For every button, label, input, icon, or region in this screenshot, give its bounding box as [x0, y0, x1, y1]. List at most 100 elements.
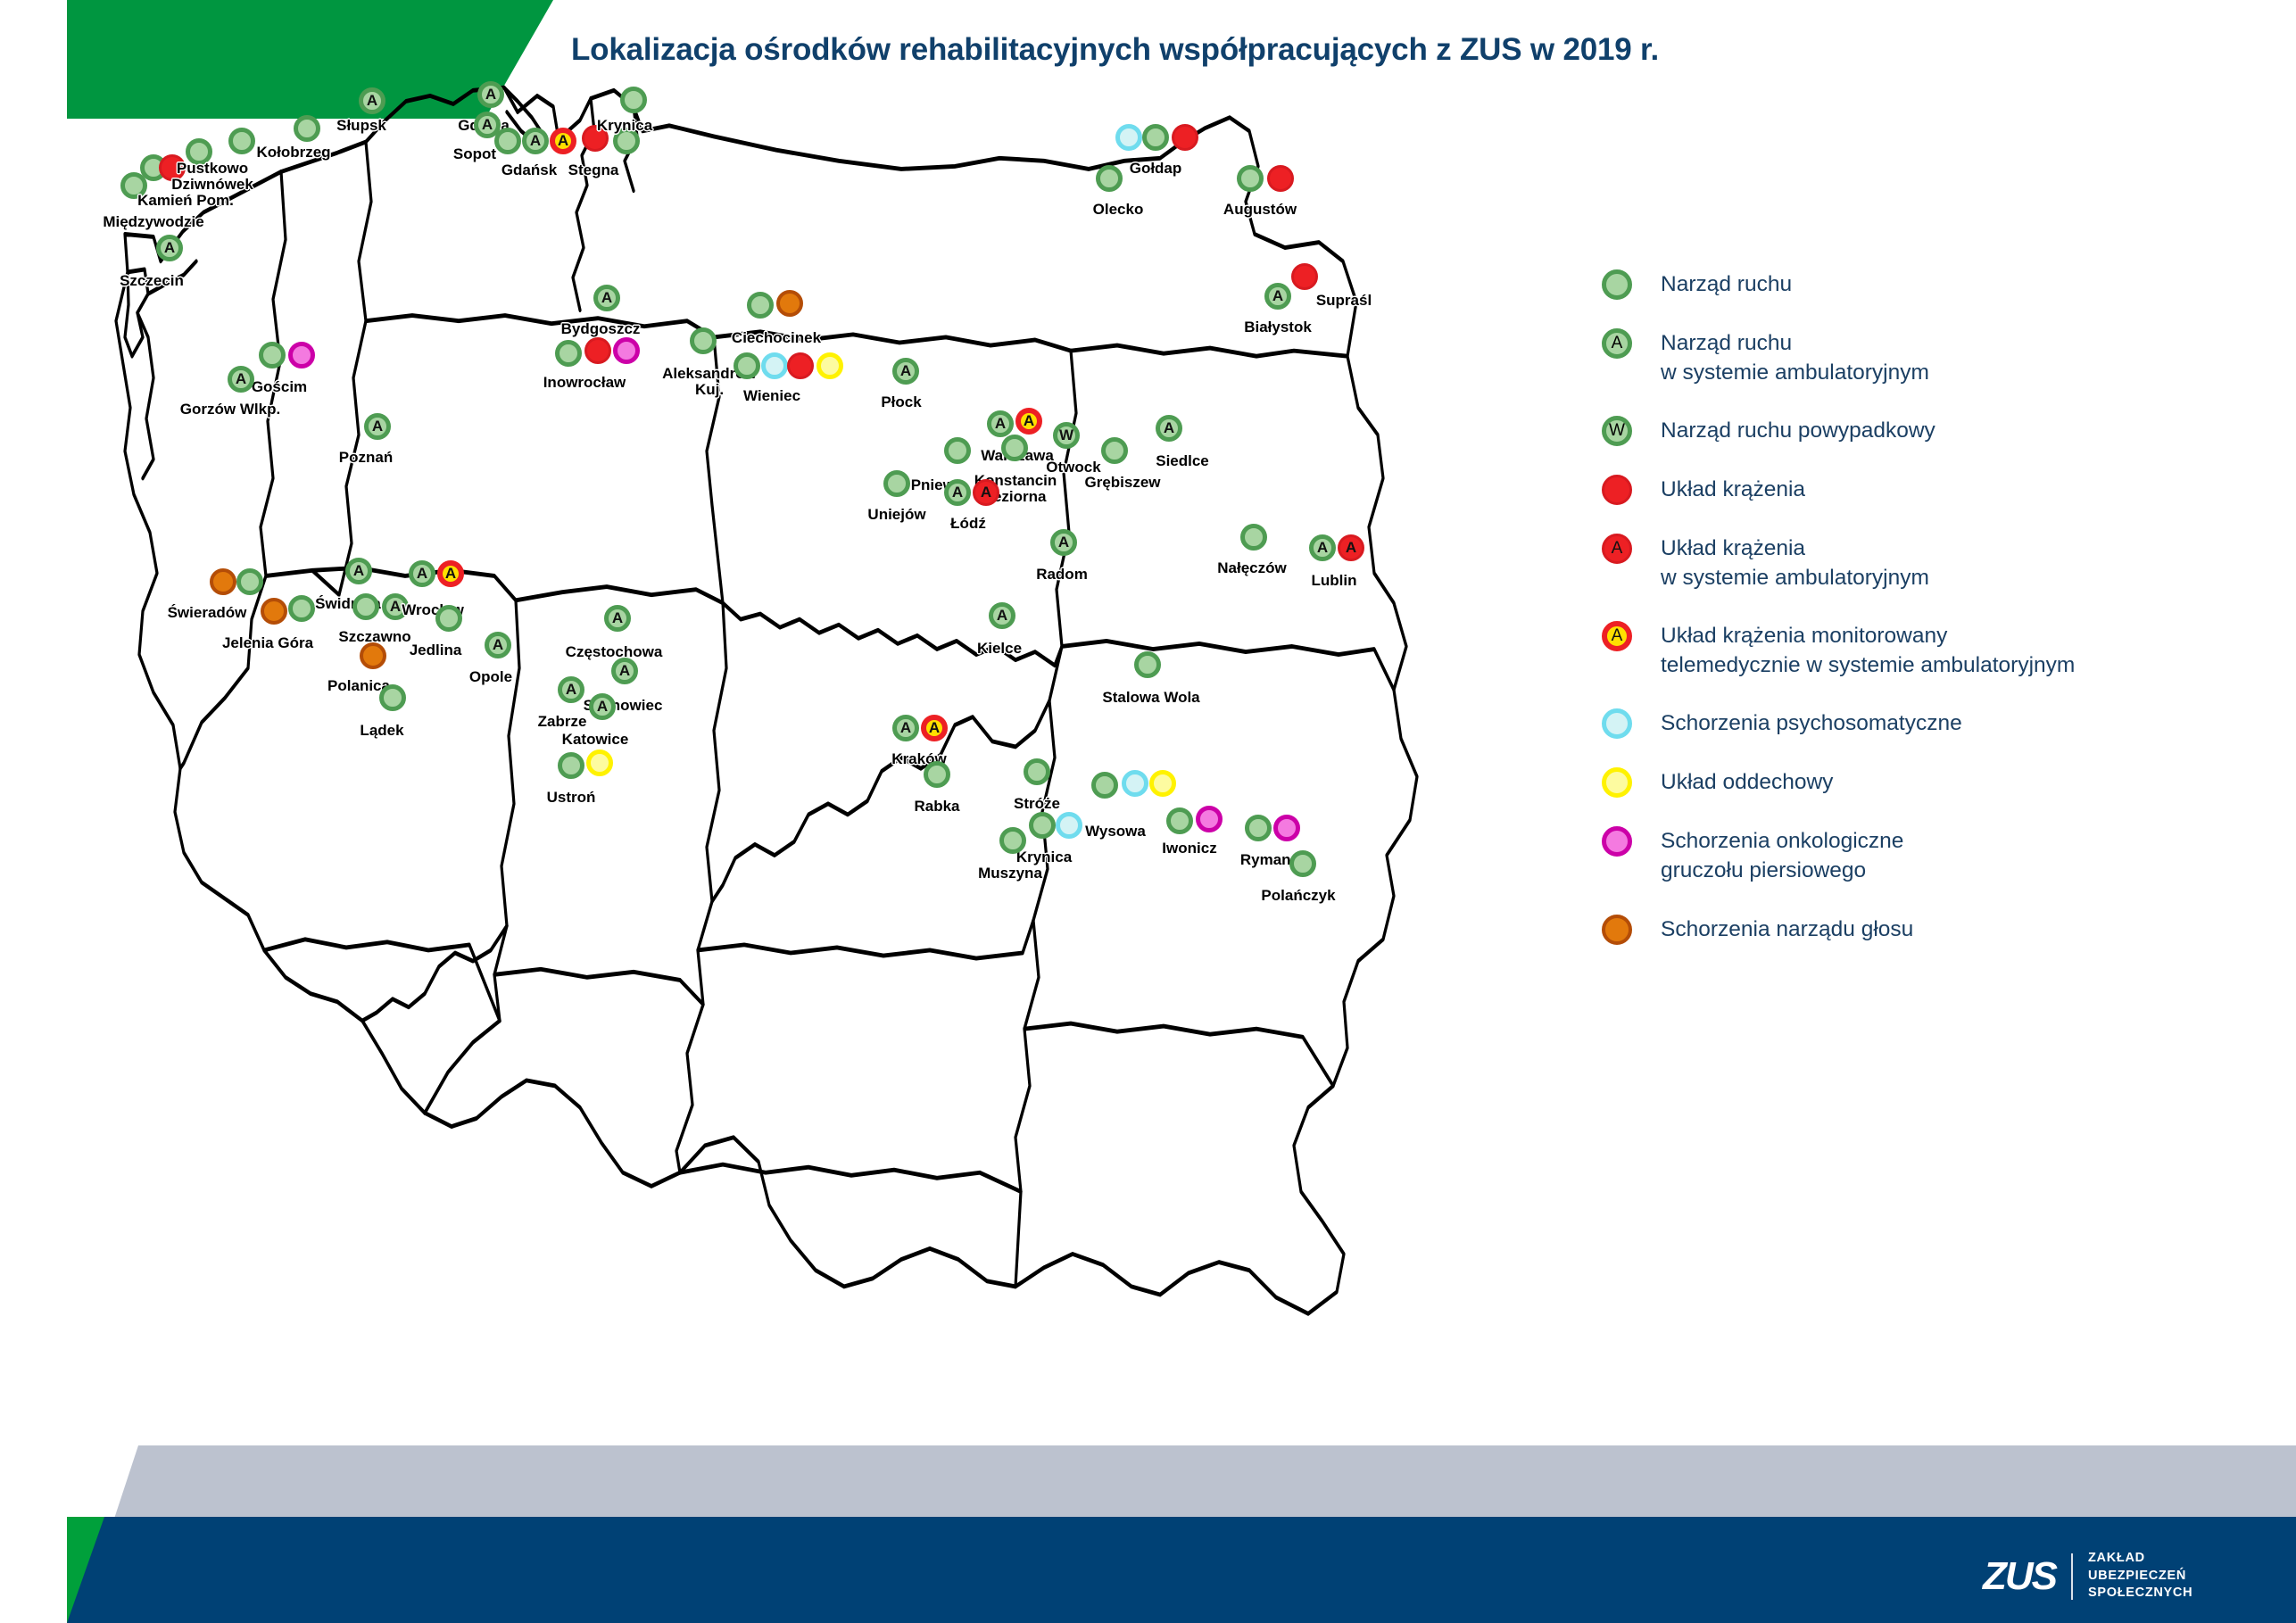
map-marker-wieniec-1[interactable] [761, 352, 788, 379]
map-marker-pustkowo-0[interactable] [186, 138, 212, 165]
map-marker-wieniec-2[interactable] [787, 352, 814, 379]
map-marker-inowrocław-2[interactable] [613, 337, 640, 364]
map-marker-gołdap-0[interactable] [1115, 124, 1142, 151]
map-marker-muszyna-0[interactable] [999, 827, 1026, 854]
map-marker-słupsk-0[interactable]: A [359, 87, 385, 114]
map-marker-jelenia-góra-0[interactable] [261, 598, 287, 625]
map-marker-łódź-0[interactable]: A [944, 479, 971, 506]
map-marker-świeradów-0[interactable] [210, 568, 236, 595]
map-marker-szczawno-1[interactable]: A [382, 593, 409, 620]
map-marker-inowrocław-0[interactable] [555, 340, 582, 367]
map-marker-site-4-0[interactable] [228, 128, 255, 154]
map-marker-siedlce-0[interactable]: A [1156, 415, 1182, 442]
map-marker-szczawno-0[interactable] [352, 593, 379, 620]
map-marker-białystok-0[interactable]: A [1264, 283, 1291, 310]
map-marker-lublin-1[interactable]: A [1338, 534, 1364, 561]
map-marker-katowice-0[interactable]: A [589, 693, 616, 720]
map-marker-wysowa-1[interactable] [1122, 770, 1148, 797]
map-marker-opole-0[interactable]: A [485, 632, 511, 658]
map-marker-wieniec-3[interactable] [816, 352, 843, 379]
map-marker-bydgoszcz-0[interactable]: A [593, 285, 620, 311]
map-marker-świdnica-0[interactable]: A [345, 558, 372, 584]
map-marker-radom-0[interactable]: A [1050, 529, 1077, 556]
map-marker-ustroń-1[interactable] [586, 749, 613, 776]
legend-row-8: Schorzenia onkologiczne gruczołu piersiow… [1602, 824, 2244, 885]
marker-glyph: A [485, 86, 497, 103]
map-marker-uniejów-0[interactable] [883, 470, 910, 497]
map-marker-rymanów-1[interactable] [1273, 815, 1300, 841]
map-marker-poznań-0[interactable]: A [364, 413, 391, 440]
map-marker-świeradów-1[interactable] [236, 568, 263, 595]
map-marker-pniewy-0[interactable] [944, 437, 971, 464]
map-marker-gdynia-0[interactable]: A [477, 81, 504, 108]
map-marker-nałęczów-0[interactable] [1240, 524, 1267, 551]
map-marker-gdańsk-0[interactable] [494, 128, 521, 154]
map-marker-ciechocinek-1[interactable] [776, 290, 803, 317]
map-marker-olecko-0[interactable] [1096, 165, 1123, 192]
legend-row-0: Narząd ruchu [1602, 268, 2244, 300]
map-marker-aleksandrów-kuj--0[interactable] [690, 327, 717, 354]
map-marker-krynica-1[interactable] [1056, 812, 1082, 839]
map-marker-wysowa-0[interactable] [1091, 772, 1118, 799]
map-marker-kraków-0[interactable]: A [892, 715, 919, 741]
legend-row-6: Schorzenia psychosomatyczne [1602, 707, 2244, 740]
legend-swatch-tele-icon: A [1602, 621, 1632, 652]
map-marker-zabrze-0[interactable]: A [558, 676, 584, 703]
legend-swatch-glyph: A [1611, 334, 1623, 352]
map-marker-warszawa-0[interactable]: A [987, 410, 1014, 437]
marker-glyph: A [371, 418, 384, 435]
map-marker-lądek-0[interactable] [379, 684, 406, 711]
map-marker-krynica-0[interactable] [1029, 812, 1056, 839]
map-marker-ustroń-0[interactable] [558, 752, 584, 779]
map-marker-wrocław-0[interactable]: A [409, 560, 435, 587]
map-marker-gościm-1[interactable] [288, 342, 315, 368]
footer-navy-band [67, 1517, 2296, 1623]
legend-row-7: Układ oddechowy [1602, 766, 2244, 799]
map-marker-augustów-1[interactable] [1267, 165, 1294, 192]
map-marker-łódź-1[interactable]: A [973, 479, 999, 506]
legend-swatch-green-icon: W [1602, 416, 1632, 447]
legend-swatch-cyan-icon [1602, 708, 1632, 740]
map-marker-gdańsk-1[interactable]: A [522, 128, 549, 154]
map-marker-ciechocinek-0[interactable] [747, 292, 774, 319]
map-marker-polańczyk-0[interactable] [1289, 850, 1316, 877]
map-marker-lublin-0[interactable]: A [1309, 534, 1336, 561]
map-marker-częstochowa-0[interactable]: A [604, 605, 631, 632]
map-marker-augustów-0[interactable] [1237, 165, 1264, 192]
map-marker-dziwnówek-0[interactable] [159, 154, 186, 181]
map-marker-gołdap-2[interactable] [1172, 124, 1198, 151]
map-marker-gorzów-wlkp--0[interactable]: A [228, 366, 254, 393]
map-marker-polanica-0[interactable] [360, 642, 386, 669]
map-marker-stegna-0[interactable] [582, 125, 609, 152]
map-marker-sosnowiec-0[interactable]: A [611, 658, 638, 684]
map-marker-stalowa-wola-0[interactable] [1134, 651, 1161, 678]
map-marker-warszawa-1[interactable]: A [1015, 408, 1042, 435]
map-marker-jedlina-0[interactable] [435, 605, 462, 632]
map-marker-supraśl-0[interactable] [1291, 263, 1318, 290]
map-marker-stróże-0[interactable] [1024, 758, 1050, 785]
map-marker-inowrocław-1[interactable] [584, 337, 611, 364]
map-marker-wrocław-1[interactable]: A [437, 560, 464, 587]
map-marker-iwonicz-1[interactable] [1196, 806, 1223, 832]
map-marker-wieniec-0[interactable] [734, 352, 760, 379]
map-marker-otwock-0[interactable]: W [1053, 422, 1080, 449]
map-marker-kraków-1[interactable]: A [921, 715, 948, 741]
map-marker-iwonicz-0[interactable] [1166, 807, 1193, 834]
marker-glyph: A [951, 484, 964, 501]
map-marker-stegna-1[interactable] [613, 128, 640, 154]
marker-glyph: A [980, 484, 992, 501]
map-marker-płock-0[interactable]: A [892, 358, 919, 385]
map-marker-krynica-0[interactable] [620, 87, 647, 113]
map-marker-gdańsk-2[interactable]: A [550, 128, 576, 154]
map-marker-gościm-0[interactable] [259, 342, 286, 368]
map-marker-wysowa-2[interactable] [1149, 770, 1176, 797]
map-marker-grębiszew-0[interactable] [1101, 437, 1128, 464]
map-marker-kołobrzeg-0[interactable] [294, 115, 320, 142]
map-marker-rabka-0[interactable] [924, 761, 950, 788]
map-marker-konstancin-jeziorna-0[interactable] [1001, 435, 1028, 461]
map-marker-jelenia-góra-1[interactable] [288, 595, 315, 622]
map-marker-rymanów-0[interactable] [1245, 815, 1272, 841]
map-marker-gołdap-1[interactable] [1142, 124, 1169, 151]
map-marker-szczecin-0[interactable]: A [156, 235, 183, 261]
map-marker-kielce-0[interactable]: A [989, 602, 1015, 629]
